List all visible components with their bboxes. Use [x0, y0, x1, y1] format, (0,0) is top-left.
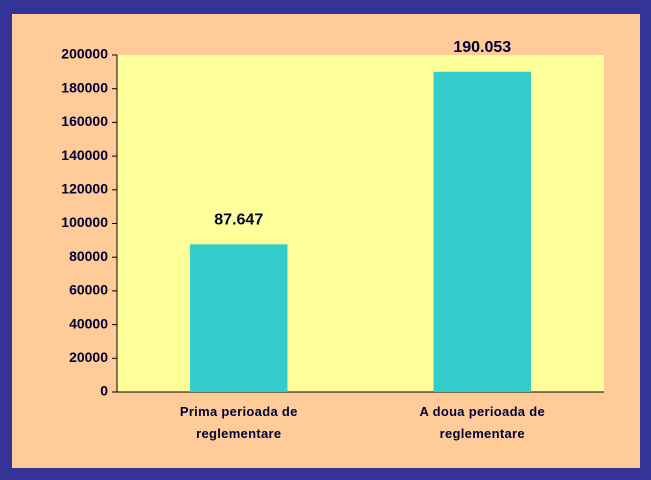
x-tick-label: Prima perioada de reglementare	[179, 404, 298, 441]
bar	[433, 71, 531, 393]
y-tick-label: 160000	[61, 113, 108, 129]
y-tick-label: 80000	[69, 248, 108, 264]
y-tick-label: 140000	[61, 147, 108, 163]
data-label: 87.647	[214, 212, 263, 229]
bar	[190, 244, 288, 392]
y-tick-label: 200000	[61, 46, 108, 62]
y-tick-label: 40000	[69, 315, 108, 331]
y-tick-label: 120000	[61, 181, 108, 197]
x-tick-label: A doua perioada de reglementare	[419, 404, 546, 441]
y-tick-label: 180000	[61, 79, 108, 95]
y-tick-label: 0	[100, 383, 108, 399]
y-tick-label: 100000	[61, 214, 108, 230]
y-tick-label: 60000	[69, 282, 108, 298]
data-label: 190.053	[453, 39, 511, 56]
y-tick-label: 20000	[69, 349, 108, 365]
